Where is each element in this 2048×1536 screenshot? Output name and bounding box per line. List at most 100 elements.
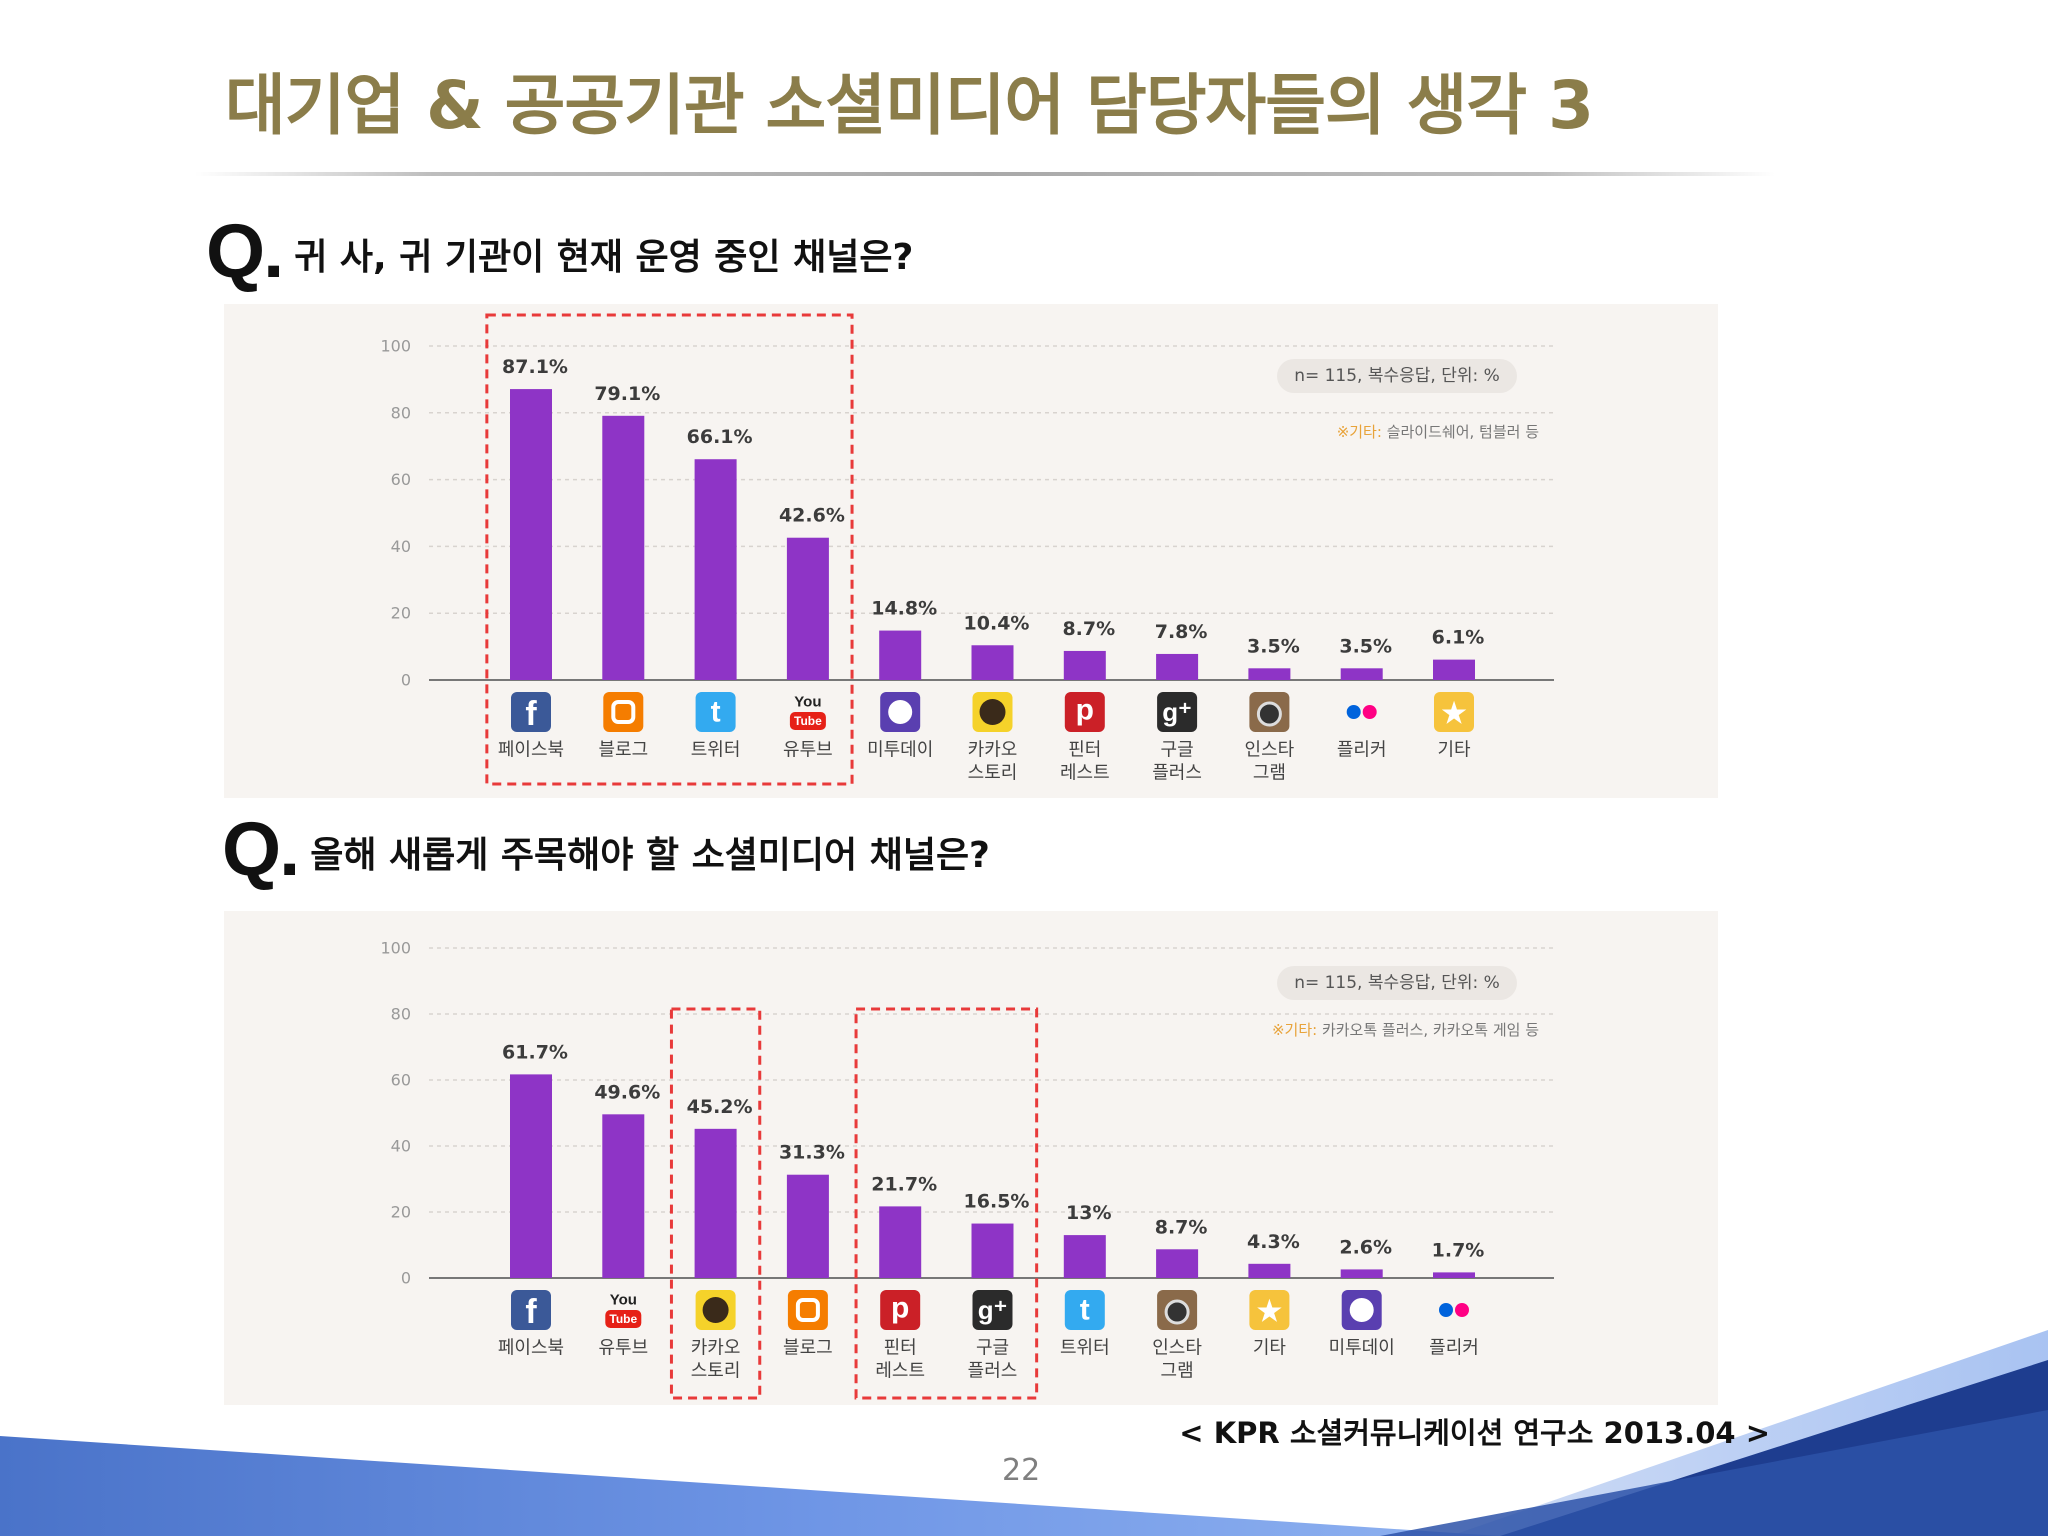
data-label: 45.2%: [687, 1096, 753, 1118]
category-label: 레스트: [875, 1361, 925, 1382]
bar: [694, 459, 737, 680]
y-tick-label: 100: [380, 337, 411, 356]
data-label: 66.1%: [687, 426, 753, 448]
category-label: 기타: [1253, 1338, 1287, 1359]
kakaostory-icon-glyph: [702, 1297, 729, 1323]
category-label: 트위터: [1060, 1338, 1110, 1359]
category-label: 그램: [1253, 763, 1286, 784]
y-tick-label: 60: [391, 470, 411, 489]
youtube-icon-glyph: You: [610, 1292, 637, 1309]
category-label: 블로그: [783, 1338, 833, 1359]
twitter-icon: t: [1064, 1290, 1105, 1330]
category-label: 플러스: [968, 1361, 1018, 1382]
footnote-text: 슬라이드쉐어, 텀블러 등: [1387, 423, 1540, 441]
kakaostory-icon: [972, 692, 1013, 732]
googleplus-icon-glyph: g⁺: [1162, 697, 1192, 727]
question-1-mark: Q.: [206, 209, 284, 294]
youtube-icon-glyph: Tube: [609, 1312, 637, 1326]
source-citation: < KPR 소셜커뮤니케이션 연구소 2013.04 >: [1179, 1416, 1770, 1450]
instagram-icon-glyph: [1256, 701, 1282, 727]
footnote: ※기타: 슬라이드쉐어, 텀블러 등: [1337, 423, 1540, 441]
question-1-text: 귀 사, 귀 기관이 현재 운영 중인 채널은?: [294, 237, 914, 278]
y-tick-label: 40: [391, 537, 411, 556]
question-2: Q. 올해 새롭게 주목해야 할 소셜미디어 채널은?: [222, 806, 990, 893]
bar: [1248, 668, 1291, 680]
pinterest-icon: p: [880, 1290, 921, 1330]
category-label: 블로그: [598, 740, 648, 761]
question-1: Q. 귀 사, 귀 기관이 현재 운영 중인 채널은?: [206, 208, 913, 295]
youtube-icon-glyph: You: [794, 694, 821, 711]
sample-note-text: n= 115, 복수응답, 단위: %: [1294, 366, 1500, 386]
twitter-icon-glyph: t: [1080, 1294, 1090, 1327]
data-label: 42.6%: [779, 505, 845, 527]
data-label: 49.6%: [594, 1081, 660, 1103]
category-label: 인스타: [1245, 740, 1295, 761]
me2day-icon-glyph: [888, 700, 913, 724]
star-icon-bg: [1434, 692, 1474, 732]
data-label: 6.1%: [1432, 627, 1485, 649]
category-label: 유투브: [598, 1338, 648, 1359]
bar: [1433, 659, 1475, 680]
bar: [602, 1114, 645, 1278]
flickr-icon-glyph: [1346, 705, 1361, 719]
bar: [786, 1174, 829, 1278]
bar: [1433, 1272, 1475, 1278]
page-number: 22: [1002, 1453, 1041, 1488]
bar: [602, 415, 645, 680]
flickr-icon-glyph: [1362, 705, 1377, 719]
y-tick-label: 20: [391, 604, 411, 623]
bar: [971, 645, 1014, 680]
bar: [1156, 1249, 1199, 1278]
facebook-icon-glyph: f: [525, 695, 537, 733]
sample-note-bg: [1277, 966, 1517, 1000]
footnote: ※기타: 카카오톡 플러스, 카카오톡 게임 등: [1272, 1021, 1539, 1039]
youtube-icon: You Tube: [789, 694, 826, 730]
flickr-icon-glyph: [1455, 1303, 1469, 1317]
blogger-icon-glyph: [795, 1298, 820, 1322]
highlight-box: [854, 1007, 1039, 1400]
category-label: 인스타: [1152, 1338, 1202, 1359]
data-label: 13%: [1066, 1202, 1111, 1224]
category-label: 스토리: [691, 1361, 741, 1382]
googleplus-icon-bg: [972, 1290, 1013, 1330]
flickr-icon: [1346, 705, 1377, 719]
data-label: 14.8%: [871, 598, 937, 620]
data-label: 16.5%: [964, 1191, 1030, 1213]
data-label: 8.7%: [1155, 1216, 1208, 1238]
bar: [1156, 653, 1199, 680]
title-divider: [195, 172, 1775, 176]
footnote-mark: ※기타:: [1337, 423, 1387, 441]
data-label: 2.6%: [1339, 1236, 1392, 1258]
pinterest-icon-glyph: p: [1076, 694, 1094, 727]
star-icon-glyph: ★: [1441, 698, 1466, 729]
category-label: 구글: [976, 1338, 1009, 1359]
googleplus-icon: g⁺: [1157, 692, 1198, 732]
bar: [1248, 1263, 1291, 1278]
data-label: 4.3%: [1247, 1231, 1300, 1253]
category-label: 트위터: [691, 740, 741, 761]
me2day-icon-glyph: [1349, 1298, 1374, 1322]
twitter-icon-glyph: t: [711, 696, 721, 729]
category-label: 유투브: [783, 740, 833, 761]
data-label: 79.1%: [594, 383, 660, 405]
flickr-icon-glyph: [1439, 1303, 1453, 1317]
facebook-icon-bg: [511, 692, 551, 732]
chart-current-channels-svg: 0 20 40 60 80 100 n= 115, 복수응답, 단위: % ※기타: 슬라이드…: [380, 313, 1554, 786]
chart-notable-channels-svg: 0 20 40 60 80 100 n= 115, 복수응답, 단위: % ※기타: 카카오톡…: [380, 939, 1554, 1400]
instagram-icon: [1249, 692, 1290, 732]
question-2-mark: Q.: [222, 807, 300, 892]
star-icon: ★: [1434, 692, 1474, 732]
blogger-icon-bg: [603, 692, 644, 732]
data-label: 3.5%: [1339, 635, 1392, 657]
slide-title: 대기업 & 공공기관 소셜미디어 담당자들의 생각 3: [225, 67, 1594, 144]
y-tick-label: 20: [391, 1203, 411, 1222]
googleplus-icon: g⁺: [972, 1290, 1013, 1330]
youtube-icon-bg: [605, 1310, 642, 1328]
data-label: 8.7%: [1062, 618, 1115, 640]
youtube-icon: You Tube: [605, 1292, 642, 1328]
category-label: 플리커: [1429, 1338, 1479, 1359]
data-label: 10.4%: [964, 612, 1030, 634]
me2day-icon: [880, 692, 921, 732]
sample-note: n= 115, 복수응답, 단위: %: [1277, 966, 1517, 1000]
bar: [510, 1074, 552, 1278]
